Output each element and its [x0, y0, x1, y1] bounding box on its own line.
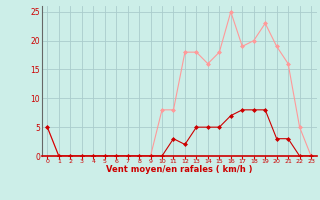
X-axis label: Vent moyen/en rafales ( km/h ): Vent moyen/en rafales ( km/h ) [106, 165, 252, 174]
